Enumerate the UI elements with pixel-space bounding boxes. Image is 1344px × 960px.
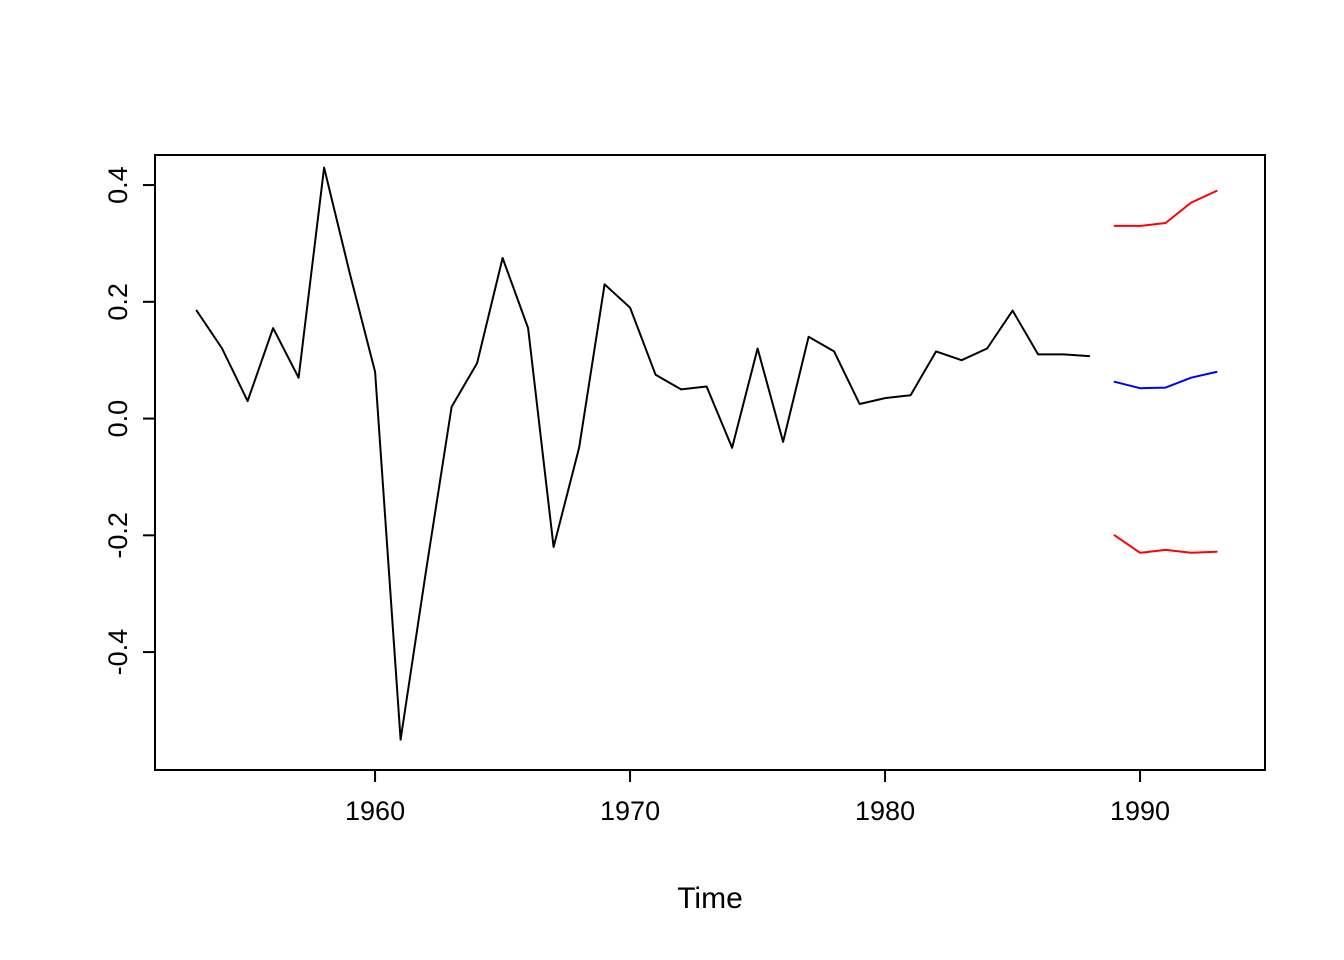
series-lines	[195, 166, 1218, 741]
x-axis: 1960 1970 1980 1990	[345, 770, 1170, 826]
y-tick-label: 0.4	[103, 166, 133, 204]
y-axis: -0.4 -0.2 0.0 0.2 0.4	[103, 166, 155, 675]
y-tick-label: -0.2	[103, 512, 133, 559]
y-tick-label: 0.2	[103, 283, 133, 321]
x-axis-title: Time	[677, 882, 743, 915]
series-line-forecast	[1113, 370, 1218, 390]
series-line-lower-interval	[1113, 534, 1218, 554]
series-line-upper-interval	[1113, 189, 1218, 227]
y-tick-label: -0.4	[103, 629, 133, 676]
x-tick-label: 1990	[1110, 796, 1170, 826]
plot-box	[154, 154, 1266, 771]
x-tick-label: 1980	[855, 796, 915, 826]
x-tick-label: 1970	[600, 796, 660, 826]
x-tick-label: 1960	[345, 796, 405, 826]
y-tick-label: 0.0	[103, 400, 133, 438]
series-line-observed	[195, 166, 1091, 741]
